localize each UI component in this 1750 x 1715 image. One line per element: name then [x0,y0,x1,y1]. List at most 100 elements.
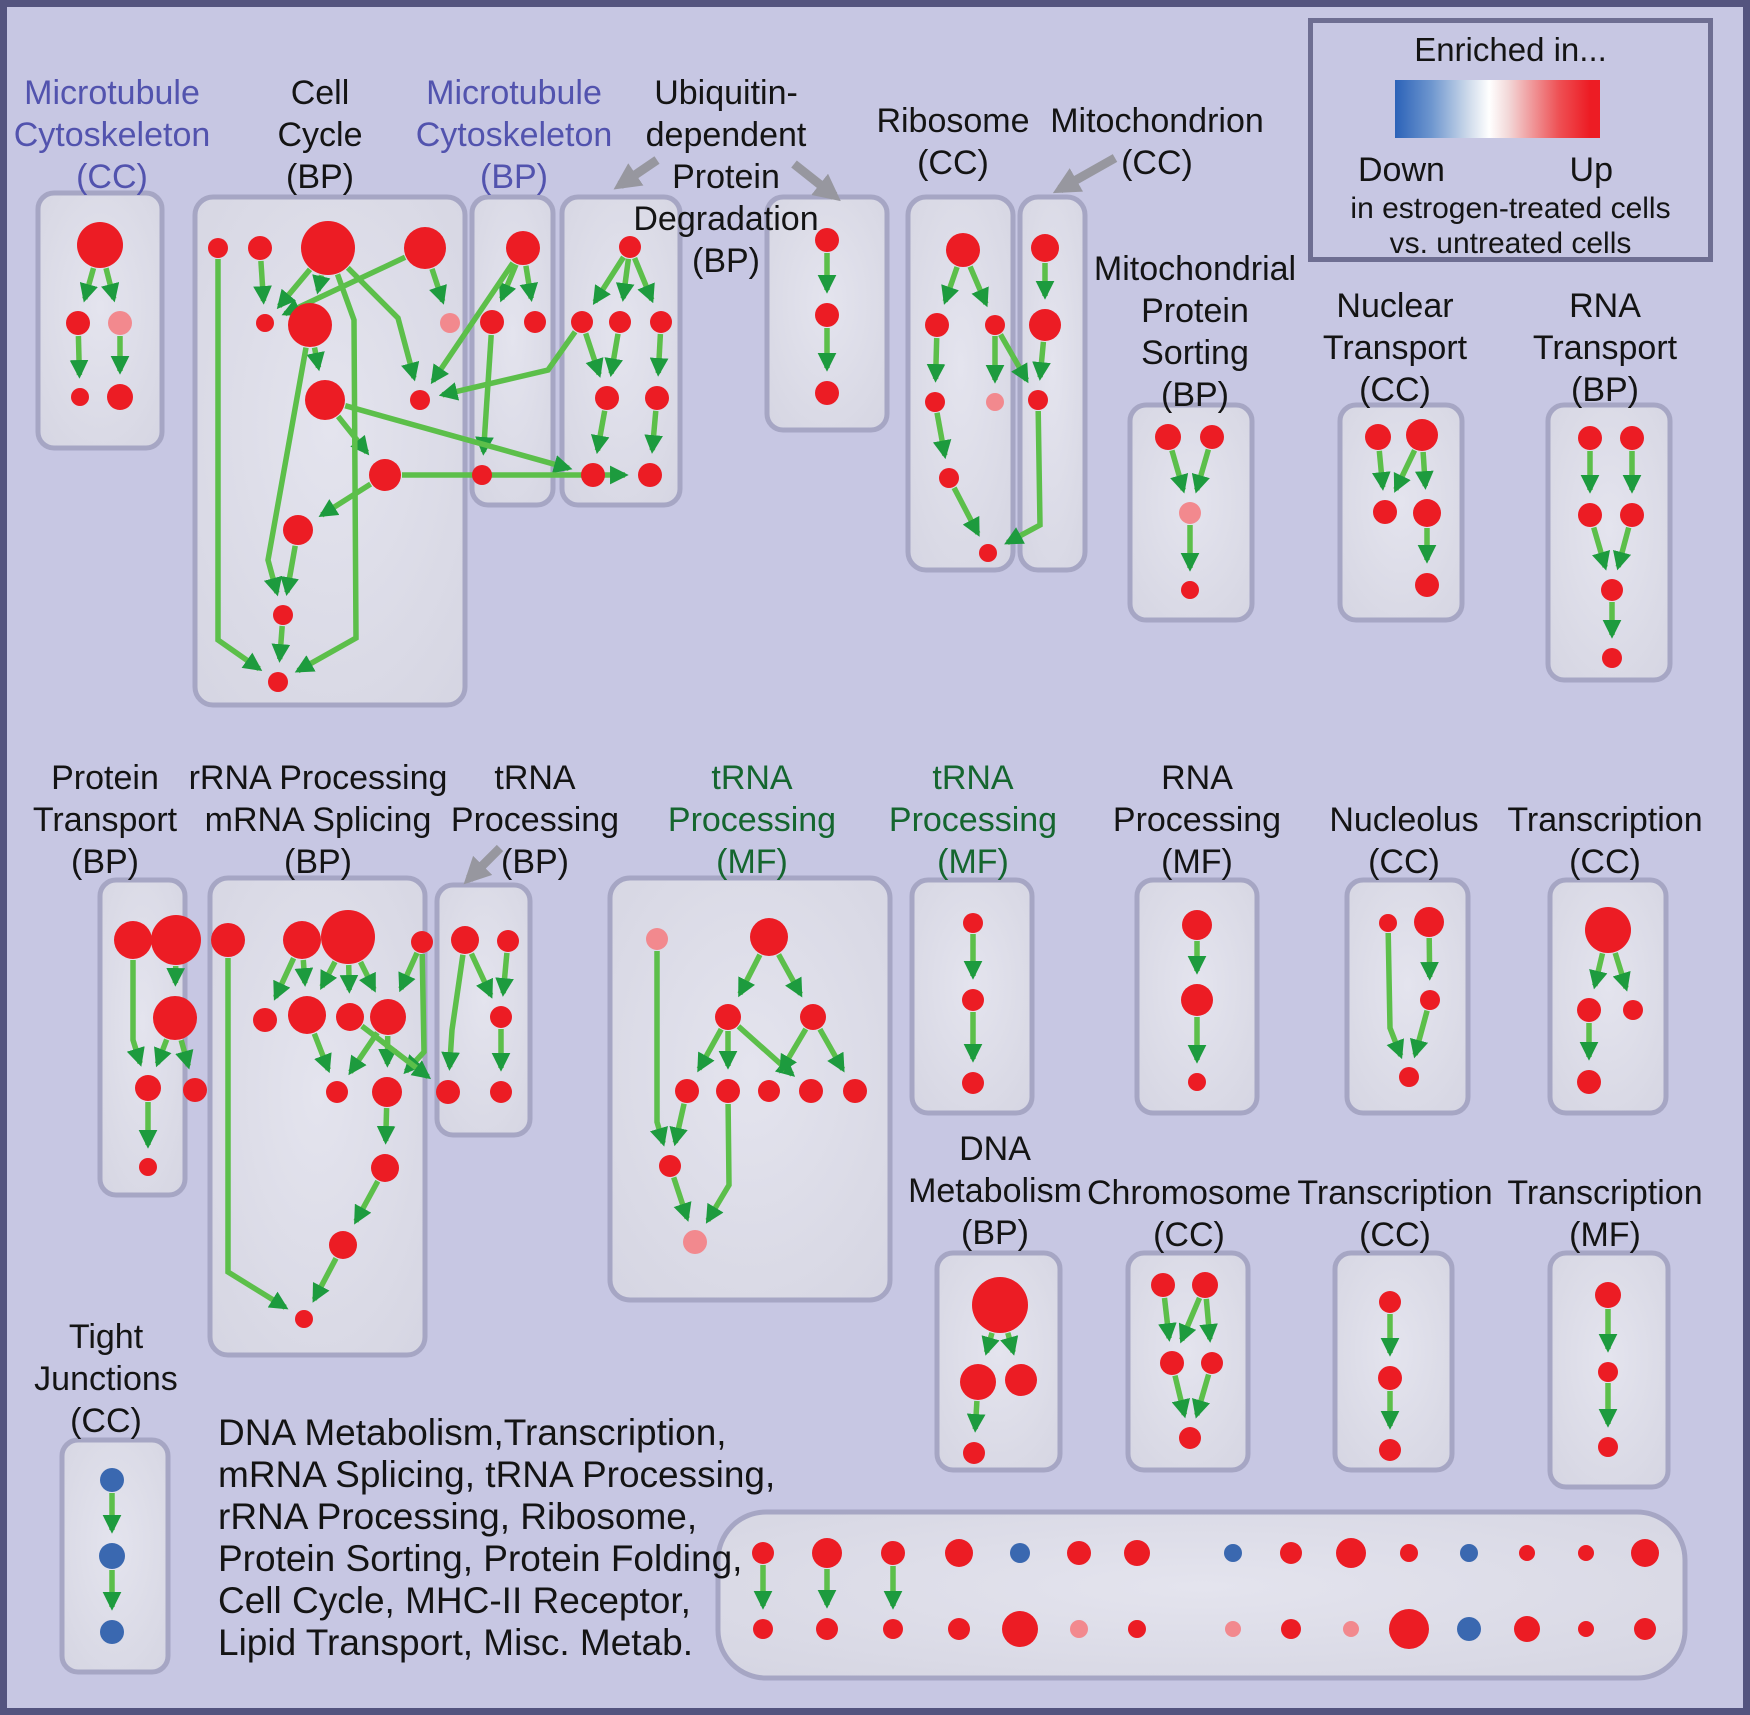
cc-node-n5 [256,314,274,332]
rrna-edge-t4-m4 [398,951,420,993]
chr-node-e [1179,1427,1201,1449]
bottom-box [715,1509,1688,1681]
ub1-edge-l1-b1 [590,410,610,455]
mtcc-edge-a-b [79,267,98,303]
rt-node-d [1620,503,1644,527]
tcc1-label: Transcription (CC) [1507,801,1703,881]
tmf1-node-w [683,1230,707,1254]
cc-edge-n10-n11 [318,481,373,518]
tcc2-label: Transcription (CC) [1297,1174,1493,1254]
rt-node-c [1578,503,1602,527]
pt-node-f [139,1158,157,1176]
bottom-node-t10 [1336,1538,1366,1568]
tmf1-node-b1 [675,1079,699,1103]
rib-node-e [939,468,959,488]
cc-edge-n11-n12 [280,545,299,596]
mbp-node-m2 [524,311,546,333]
mbp-box [469,194,556,508]
ub1-edge-l2-b2 [644,410,663,454]
legend-caption: in estrogen-treated cells vs. untreated … [1313,191,1708,261]
mtcc-edge-a-c [101,267,120,303]
rt-node-e [1601,579,1623,601]
chr-box [1125,1250,1251,1473]
nuc-node-b [1414,907,1444,937]
mbp-node-b [472,465,492,485]
chr-edge-d-e [1192,1373,1212,1419]
legend-caption-line1: in estrogen-treated cells [1350,192,1671,225]
tbp-edge-a-c [441,954,466,1071]
nuc-box [1344,877,1471,1116]
cc-edge-n12-n13 [271,625,291,663]
pt-node-b [151,915,201,965]
misc-text-line-4: Protein Sorting, Protein Folding, [218,1538,743,1579]
rib-edge-t-b [967,265,989,308]
tmf3-node-b [1598,1362,1618,1382]
ub1-node-l2 [645,386,669,410]
bottom-node-t12 [1460,1544,1478,1562]
bottom-node-t9 [1280,1542,1302,1564]
bottom-node-b11 [1389,1609,1429,1649]
tmf1-edge-T-m2 [776,953,803,998]
tcc1-edge-T-b [1612,952,1631,992]
dnam-node-c [963,1442,985,1464]
dnam-node-b [1005,1364,1037,1396]
pt-node-d [135,1075,161,1101]
mbp-label: Microtubule Cytoskeleton (BP) [415,74,613,196]
mito-node-b [1028,390,1048,410]
misc-text-line-1: DNA Metabolism,Transcription, [218,1412,727,1453]
nt-box [1337,402,1465,623]
tcc2-node-c [1379,1439,1401,1461]
rrna-node-r [295,1310,313,1328]
mbp-edge-t-m2 [519,265,539,302]
rrna-edge-p-q [353,1179,381,1225]
mtcc-label: Microtubule Cytoskeleton (CC) [13,74,211,196]
rt-node-a [1578,426,1602,450]
nt-edge-b-c [1393,449,1418,493]
tmf1-node-b4 [799,1079,823,1103]
misc-categories-text: DNA Metabolism,Transcription, mRNA Splici… [218,1412,775,1664]
rib-node-t [946,233,980,267]
tbp-node-a [451,926,479,954]
legend-gradient-bar [1395,80,1600,138]
ub1-edge-m2-l1 [604,333,623,378]
nt-node-b [1406,419,1438,451]
nt-edge-a-c [1371,450,1391,491]
rrna-edge-t2-m1 [273,957,297,1001]
tcc2-node-b [1378,1366,1402,1390]
bottom-node-t14 [1578,1545,1594,1561]
bottom-node-b15 [1634,1618,1656,1640]
misc-text-line-3: rRNA Processing, Ribosome, [218,1496,698,1537]
pt-node-c [153,996,197,1040]
rrna-edge-t3-m3 [339,964,359,994]
pt-edge-c-e [175,1039,194,1070]
rrna-edge-t1-r [225,958,289,1310]
bottom-node-t1 [752,1542,774,1564]
cc-node-n13 [268,672,288,692]
cc-node-n7 [440,313,460,333]
misc-text-line-5: Cell Cycle, MHC-II Receptor, [218,1580,691,1621]
cc-node-n11 [283,515,313,545]
misc-text-line-2: mRNA Splicing, tRNA Processing, [218,1454,776,1495]
cross-edge-mito-b-rib-f [1004,410,1043,546]
tcc1-node-a [1577,998,1601,1022]
chr-edge-a-c [1158,1297,1177,1342]
cc-node-n4 [404,227,446,269]
rib-node-c [925,392,945,412]
cc-edge-n6-n8 [306,347,325,372]
tmf1-node-m1 [715,1004,741,1030]
nuc-node-c [1420,990,1440,1010]
dnam-node-T [972,1277,1028,1333]
nt-edge-b-d [1415,451,1434,490]
tmf1-edge-b2-w [705,1103,732,1224]
tmf1-edge-v-w [671,1176,692,1222]
tmf2-label: tRNA Processing (MF) [888,759,1058,881]
rrna-edge-t3-m2 [319,960,338,991]
mbp-edge-m1-b [475,334,494,456]
cc-node-n1 [208,238,228,258]
nuc-edge-c-d [1409,1009,1430,1059]
tcc2-box [1332,1250,1455,1473]
tmf1-edge-pk-v [649,951,668,1147]
mtcc-node-b [66,311,90,335]
bottom-node-t2 [812,1538,842,1568]
mito-node-t [1031,234,1059,262]
